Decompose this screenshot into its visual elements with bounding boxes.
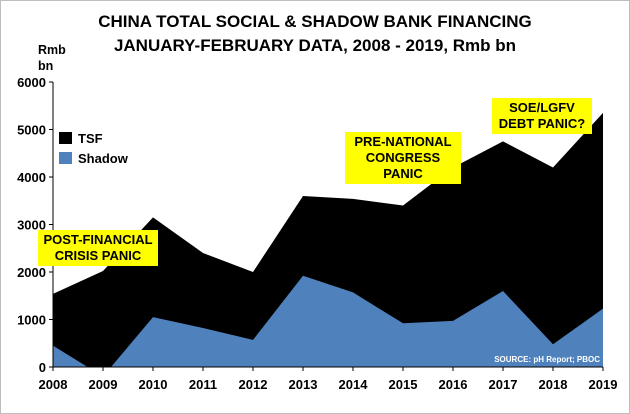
annotation-post-financial-line1: POST-FINANCIAL [43, 232, 153, 247]
chart-title: CHINA TOTAL SOCIAL & SHADOW BANK FINANCI… [98, 12, 532, 31]
y-axis-unit-line2: bn [38, 59, 54, 73]
y-tick-label-2000: 2000 [17, 265, 46, 280]
chart-subtitle: JANUARY-FEBRUARY DATA, 2008 - 2019, Rmb … [113, 36, 517, 55]
source-note: SOURCE: pH Report; PBOC [494, 355, 600, 364]
annotation-pre-national-line2: CONGRESS [365, 150, 441, 165]
y-tick-label-3000: 3000 [17, 218, 46, 233]
annotation-pre-national-line1: PRE-NATIONAL [354, 134, 452, 149]
x-tick-label-2012: 2012 [239, 377, 268, 392]
x-tick-label-2016: 2016 [439, 377, 468, 392]
y-tick-label-1000: 1000 [17, 313, 46, 328]
x-tick-label-2014: 2014 [339, 377, 369, 392]
y-tick-label-0: 0 [39, 360, 46, 375]
area-shadow [53, 275, 603, 367]
x-tick-label-2011: 2011 [189, 377, 217, 392]
annotation-soe-lgfv: SOE/LGFV DEBT PANIC? [492, 98, 592, 134]
x-tick-label-2017: 2017 [489, 377, 518, 392]
legend-swatch-tsf [59, 132, 72, 144]
annotation-post-financial-line2: CRISIS PANIC [54, 248, 142, 263]
x-tick-label-2009: 2009 [89, 377, 118, 392]
x-tick-label-2013: 2013 [289, 377, 318, 392]
y-tick-label-4000: 4000 [17, 170, 46, 185]
y-tick-label-5000: 5000 [17, 123, 46, 138]
x-tick-label-2015: 2015 [389, 377, 418, 392]
x-tick-label-2018: 2018 [539, 377, 568, 392]
y-axis-unit-line1: Rmb [38, 43, 66, 57]
annotation-pre-national-line3: PANIC [383, 166, 423, 181]
legend-label-shadow: Shadow [78, 151, 129, 166]
x-tick-label-2008: 2008 [39, 377, 68, 392]
x-tick-label-2019: 2019 [589, 377, 618, 392]
annotation-pre-national-congress: PRE-NATIONAL CONGRESS PANIC [345, 132, 461, 184]
annotation-soe-lgfv-line1: SOE/LGFV [509, 100, 575, 115]
area-tsf [53, 112, 603, 367]
annotation-post-financial: POST-FINANCIAL CRISIS PANIC [38, 230, 158, 266]
y-tick-label-6000: 6000 [17, 75, 46, 90]
legend-swatch-shadow [59, 152, 72, 164]
annotation-soe-lgfv-line2: DEBT PANIC? [498, 116, 586, 131]
x-tick-label-2010: 2010 [139, 377, 168, 392]
legend-label-tsf: TSF [78, 131, 103, 146]
